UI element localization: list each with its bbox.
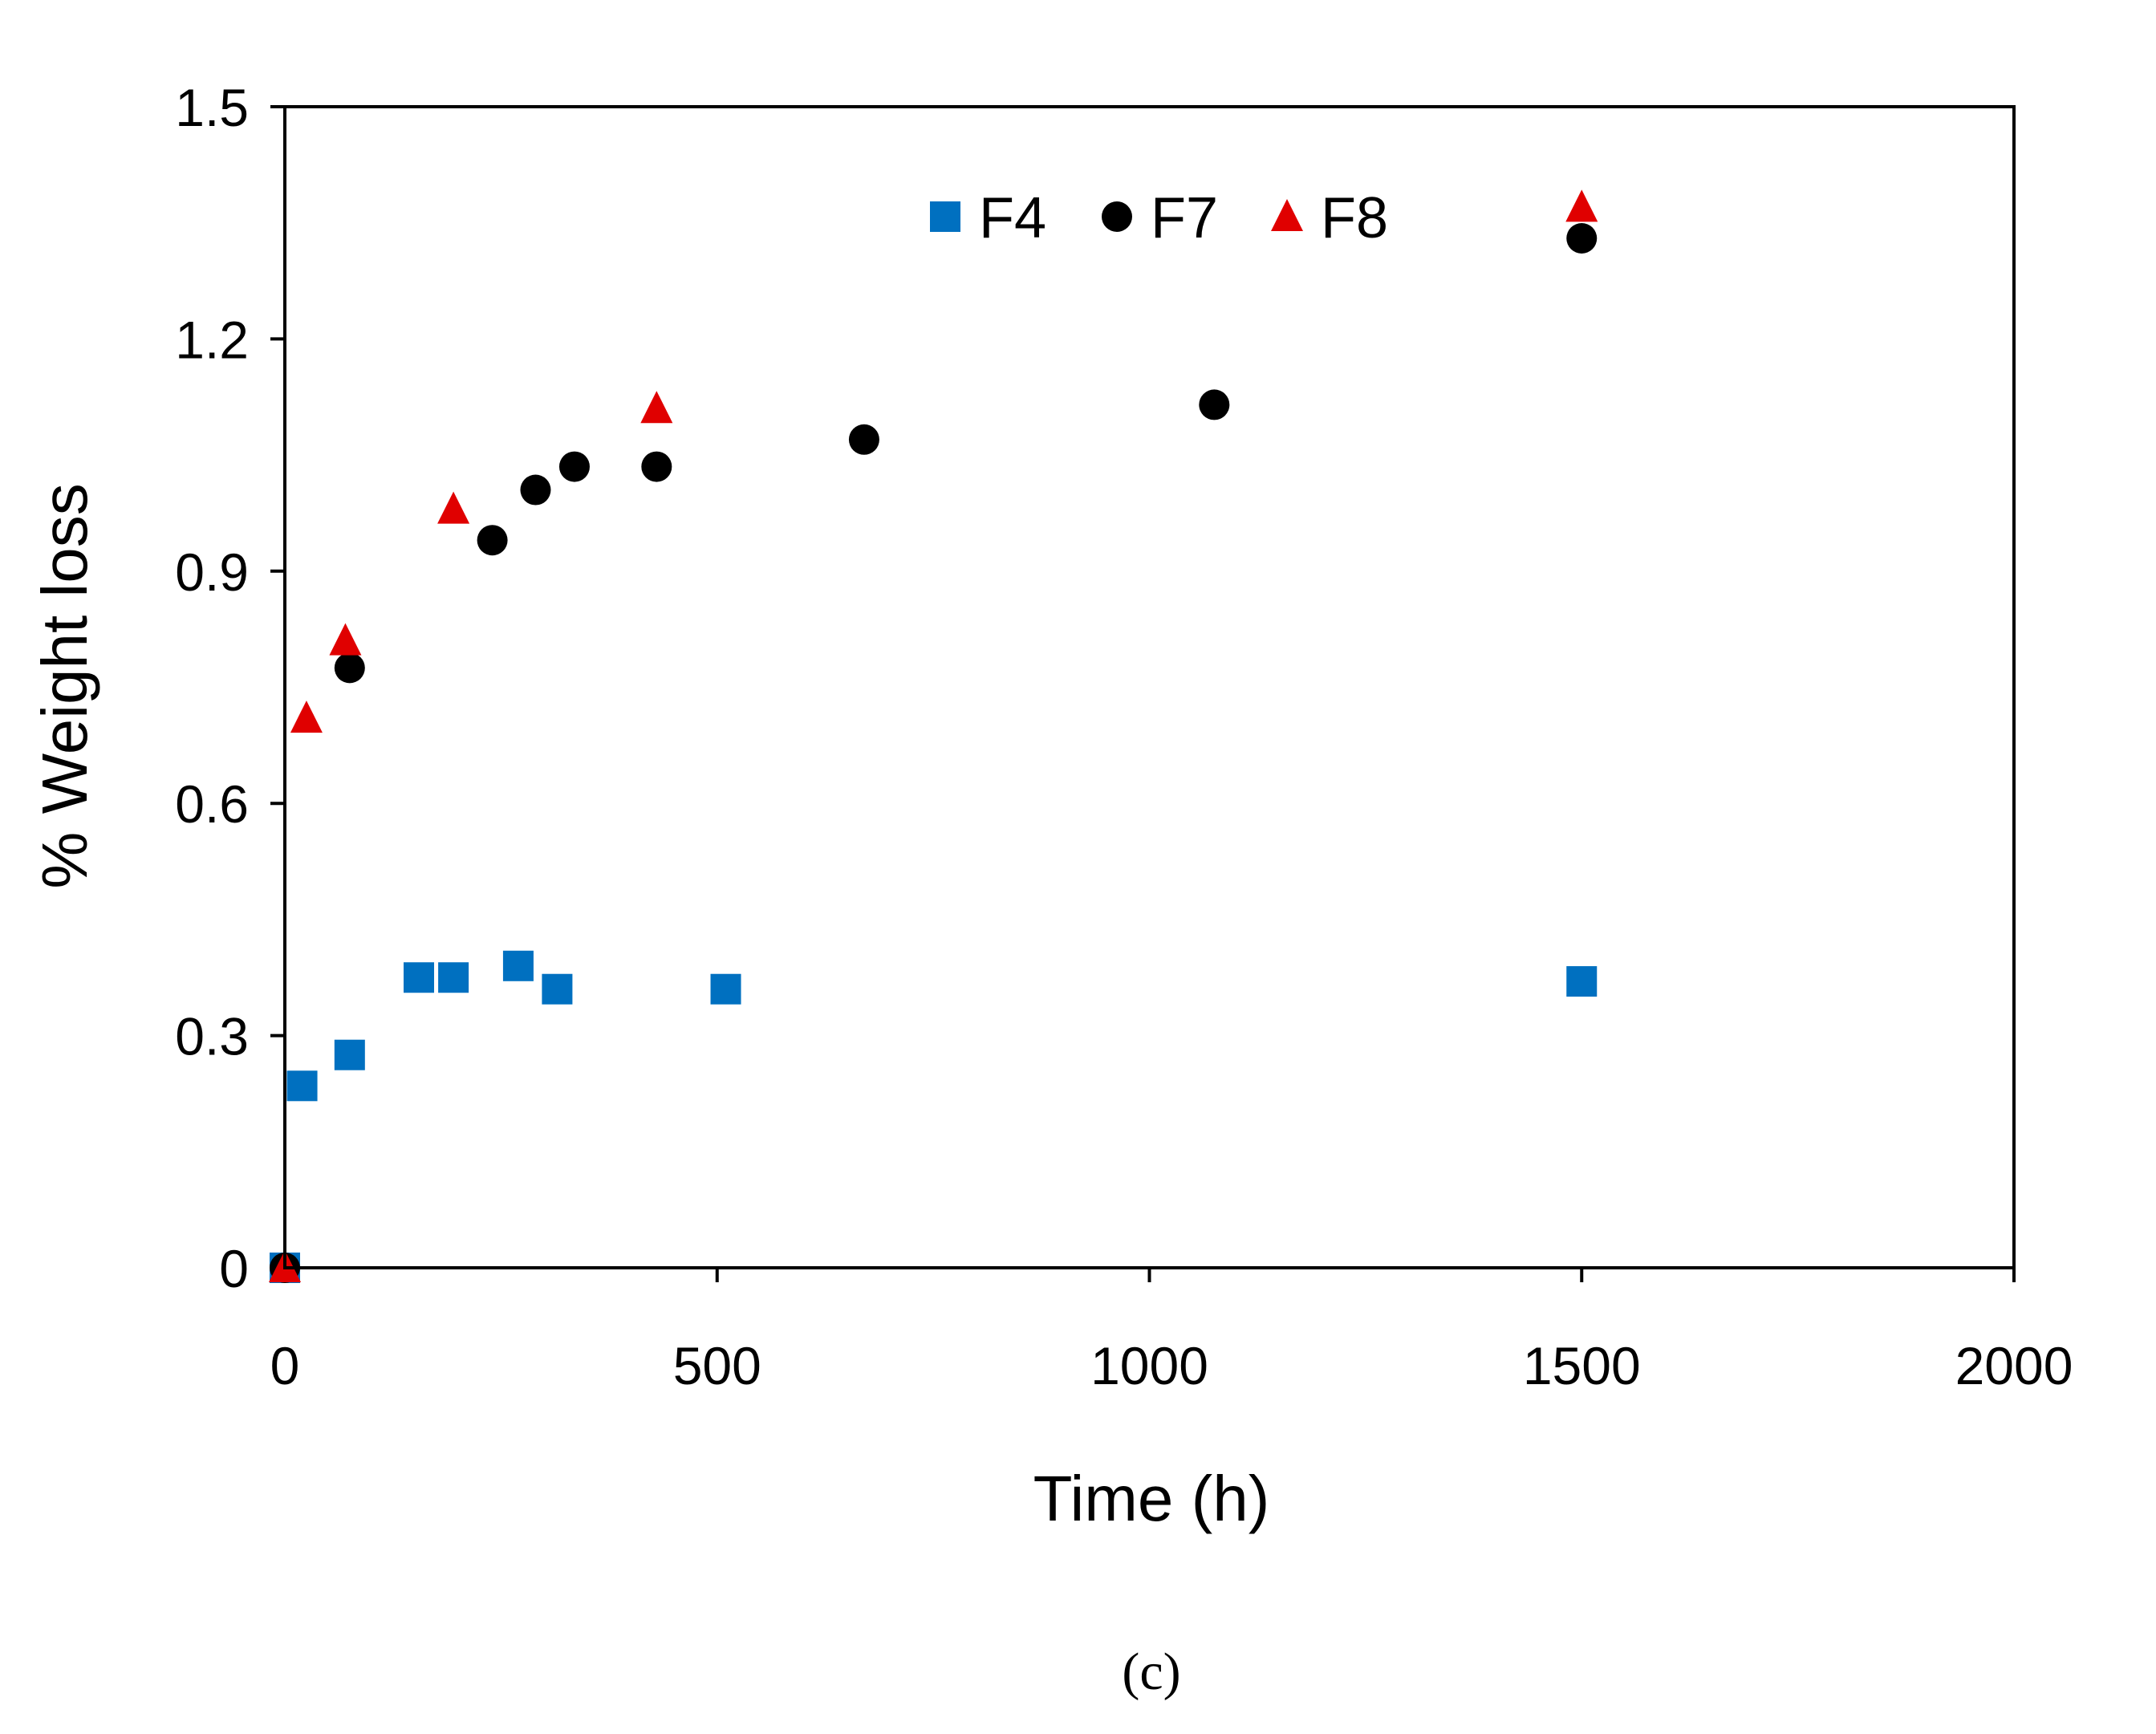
legend-f8-marker: [1271, 199, 1303, 231]
f4-data-point: [710, 973, 741, 1005]
f7-data-point: [1566, 222, 1598, 254]
legend-f7-marker: [1102, 201, 1132, 232]
x-tick-label: 0: [270, 1336, 300, 1395]
f7-data-point: [848, 424, 879, 455]
f8-data-point: [1565, 189, 1598, 222]
f7-data-point: [1199, 389, 1230, 420]
legend-f4-marker: [930, 201, 960, 232]
legend-f4-label: F4: [979, 186, 1046, 250]
y-tick-label: 0.6: [175, 774, 249, 834]
f8-data-point: [290, 701, 323, 733]
x-tick-label: 1500: [1523, 1336, 1641, 1395]
f8-data-point: [329, 623, 362, 656]
f7-data-point: [477, 525, 508, 556]
x-tick-label: 1000: [1090, 1336, 1208, 1395]
y-tick-label: 0.3: [175, 1007, 249, 1066]
f7-data-point: [641, 451, 672, 482]
f4-data-point: [334, 1039, 365, 1070]
y-tick-label: 1.2: [175, 310, 249, 369]
legend-f8-label: F8: [1321, 186, 1388, 250]
f4-data-point: [502, 950, 534, 981]
legend-f7-label: F7: [1151, 186, 1218, 250]
y-tick-label: 0.9: [175, 542, 249, 602]
f4-data-point: [404, 962, 435, 993]
x-tick-label: 500: [673, 1336, 761, 1395]
f8-data-point: [640, 391, 673, 424]
y-tick-label: 0: [219, 1239, 249, 1298]
plot-area-frame: [283, 105, 2016, 1269]
f4-data-point: [542, 973, 573, 1005]
f7-data-point: [558, 451, 590, 482]
x-tick-label: 2000: [1955, 1336, 2073, 1395]
y-tick-label: 1.5: [175, 78, 249, 137]
f8-data-point: [437, 491, 470, 524]
panel-label: (c): [1122, 1643, 1180, 1701]
f4-data-point: [1566, 966, 1598, 997]
x-axis-label: Time (h): [1033, 1463, 1270, 1534]
y-axis-label: % Weight loss: [29, 483, 100, 888]
f7-data-point: [520, 474, 551, 506]
f7-data-point: [334, 652, 365, 684]
f4-data-point: [438, 962, 469, 993]
f4-data-point: [286, 1070, 318, 1102]
